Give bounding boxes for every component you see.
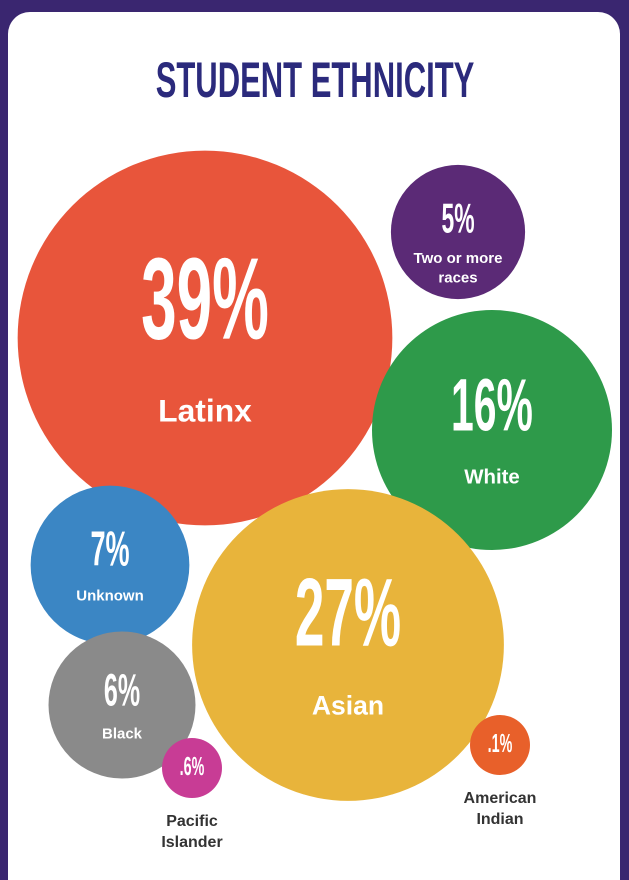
value-label: 7% xyxy=(90,521,129,576)
category-label: American Indian xyxy=(464,790,537,828)
category-label: Two or more races xyxy=(414,250,503,287)
category-label: Latinx xyxy=(158,392,252,428)
value-label: 16% xyxy=(451,363,533,446)
bubble xyxy=(192,489,504,801)
category-label: Pacific Islander xyxy=(161,813,222,851)
category-label: White xyxy=(464,466,520,488)
bubble xyxy=(390,164,526,300)
category-label: Asian xyxy=(312,690,384,720)
bubble xyxy=(470,715,530,775)
value-label: 6% xyxy=(104,664,140,715)
chart-title: STUDENT ETHNICITY xyxy=(156,52,475,108)
value-label: 27% xyxy=(295,560,401,667)
value-label: 5% xyxy=(441,194,474,241)
value-label: 39% xyxy=(141,234,269,364)
bubble xyxy=(162,738,222,798)
category-label: Black xyxy=(102,725,143,742)
bubble xyxy=(48,631,196,779)
bubble xyxy=(372,310,612,550)
value-label: .6% xyxy=(180,751,205,781)
bubble xyxy=(30,485,190,645)
category-label: Unknown xyxy=(76,588,144,605)
bubble xyxy=(17,150,393,526)
value-label: .1% xyxy=(488,728,513,758)
